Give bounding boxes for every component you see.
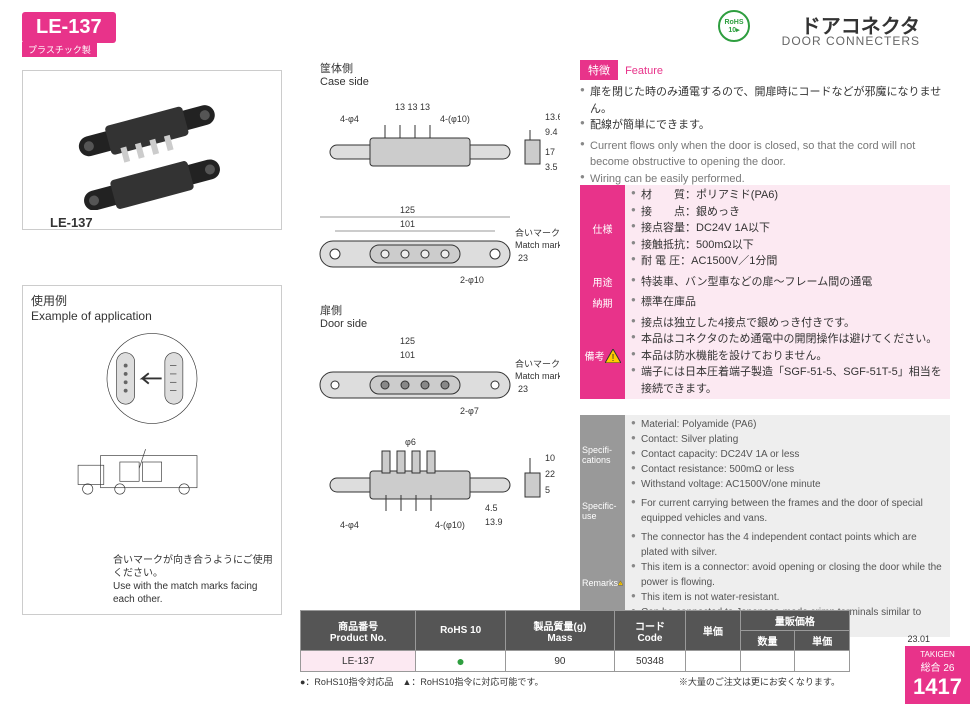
feature-list-en: Current flows only when the door is clos… <box>580 138 950 188</box>
svg-text:4.5: 4.5 <box>485 503 498 513</box>
svg-text:22: 22 <box>545 469 555 479</box>
svg-text:4-φ4: 4-φ4 <box>340 114 359 124</box>
example-diagram <box>23 327 281 507</box>
spec-table-jp: 仕様 材 質：ポリアミド(PA6) 接 点：銀めっき 接点容量：DC24V 1A… <box>580 185 950 399</box>
svg-text:125: 125 <box>400 205 415 215</box>
date-code: 23.01 <box>907 634 930 644</box>
product-code-badge: LE-137 <box>22 12 116 43</box>
feature-header-jp: 特徴 <box>580 60 618 80</box>
svg-text:5: 5 <box>545 485 550 495</box>
technical-drawings: 筐体側Case side 13 13 13 4-φ4 4-(φ10) 9.4 1… <box>300 60 580 620</box>
example-box: 使用例 Example of application 合いマークが向き合うように… <box>22 285 282 615</box>
svg-text:23: 23 <box>518 384 528 394</box>
svg-text:4-φ4: 4-φ4 <box>340 520 359 530</box>
rohs-icon: RoHS10▸ <box>718 10 750 42</box>
footer-legend: ●：RoHS10指令対応品 ▲：RoHS10指令に対応可能です。 <box>300 675 543 688</box>
example-title-jp: 使用例 <box>31 292 273 309</box>
warning-icon: ! <box>605 349 621 363</box>
svg-text:23: 23 <box>518 253 528 263</box>
svg-text:Match mark: Match mark <box>515 371 560 381</box>
svg-text:101: 101 <box>400 219 415 229</box>
svg-text:3.5: 3.5 <box>545 162 558 172</box>
table-row: LE-137 ● 90 50348 <box>301 651 850 672</box>
feature-list-jp: 扉を閉じた時のみ通電するので、開扉時にコードなどが邪魔になりません。 配線が簡単… <box>580 84 950 134</box>
example-title-en: Example of application <box>31 309 273 323</box>
svg-text:!: ! <box>611 353 614 363</box>
svg-text:125: 125 <box>400 336 415 346</box>
warning-icon: ! <box>618 576 623 590</box>
svg-text:17: 17 <box>545 147 555 157</box>
product-photo-label: LE-137 <box>50 215 93 230</box>
svg-text:13.6: 13.6 <box>545 112 560 122</box>
page-title-en: DOOR CONNECTERS <box>782 34 920 48</box>
svg-text:2-φ7: 2-φ7 <box>460 406 479 416</box>
svg-text:合いマーク: 合いマーク <box>515 358 560 369</box>
material-badge: プラスチック製 <box>22 42 97 57</box>
svg-text:合いマーク: 合いマーク <box>515 227 560 238</box>
svg-text:Match mark: Match mark <box>515 240 560 250</box>
svg-text:10: 10 <box>545 453 555 463</box>
svg-text:9.4: 9.4 <box>545 127 558 137</box>
feature-section: 特徴 Feature 扉を閉じた時のみ通電するので、開扉時にコードなどが邪魔にな… <box>580 60 950 187</box>
svg-text:101: 101 <box>400 350 415 360</box>
svg-text:!: ! <box>620 581 621 585</box>
svg-text:2-φ10: 2-φ10 <box>460 275 484 285</box>
footer-bulk-note: ※大量のご注文は更にお安くなります。 <box>679 675 840 688</box>
svg-text:13 13 13: 13 13 13 <box>395 102 430 112</box>
product-data-table: 商品番号Product No. RoHS 10 製品質量(g)Mass コードC… <box>300 610 850 672</box>
page-number-badge: TAKIGEN 総合 26 1417 <box>905 646 970 704</box>
spec-table-en: Specifi-cations Material: Polyamide (PA6… <box>580 415 950 637</box>
feature-header-en: Feature <box>625 65 663 77</box>
svg-text:φ6: φ6 <box>405 437 416 447</box>
svg-text:4-(φ10): 4-(φ10) <box>435 520 465 530</box>
product-photo <box>22 70 282 230</box>
svg-text:4-(φ10): 4-(φ10) <box>440 114 470 124</box>
example-note: 合いマークが向き合うようにご使用ください。 Use with the match… <box>113 554 273 606</box>
svg-text:13.9: 13.9 <box>485 517 503 527</box>
